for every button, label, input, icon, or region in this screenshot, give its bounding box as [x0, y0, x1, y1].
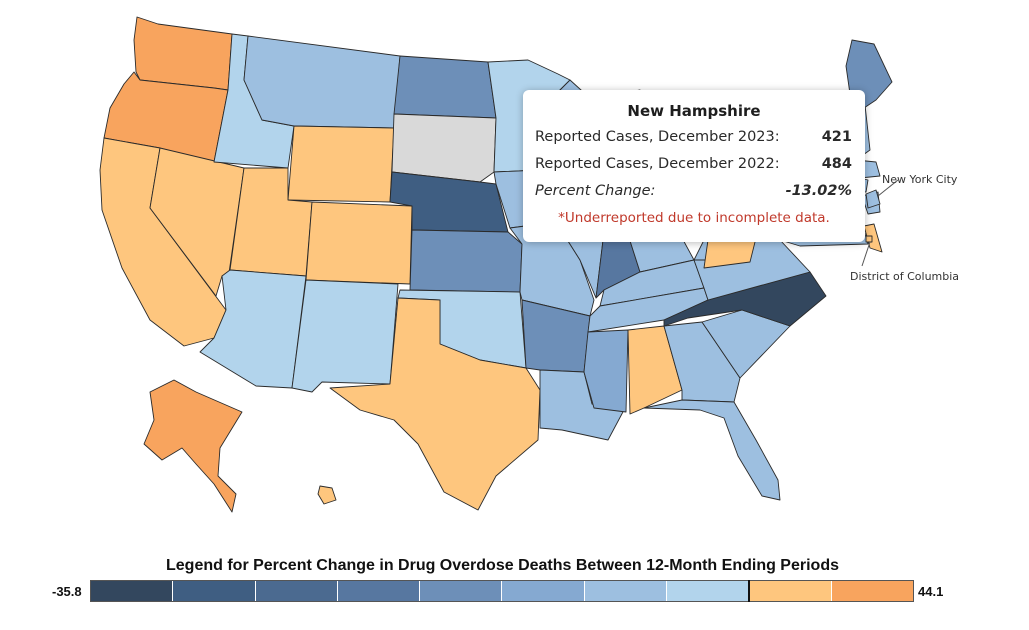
state-florida[interactable]: Florida: [643, 399, 781, 501]
tooltip-row-2023: Reported Cases, December 2023: 421: [535, 129, 852, 145]
state-colorado[interactable]: Colorado: [305, 201, 413, 285]
dc-callout-label: District of Columbia: [850, 270, 960, 283]
state-tooltip: New Hampshire Reported Cases, December 2…: [523, 90, 865, 242]
tooltip-title: New Hampshire: [627, 102, 761, 120]
legend-title: Legend for Percent Change in Drug Overdo…: [166, 557, 839, 574]
state-alabama[interactable]: Alabama: [627, 325, 683, 415]
state-hawaii[interactable]: Hawaii: [317, 485, 337, 505]
legend-swatch-3: [255, 581, 338, 601]
legend-swatch-9: [749, 581, 832, 601]
state-south-dakota[interactable]: South Dakota: [391, 113, 497, 183]
state-wyoming[interactable]: Wyoming: [287, 125, 395, 203]
state-north-carolina[interactable]: North Carolina: [663, 271, 827, 327]
tooltip-percent-change-value: -13.02%: [785, 183, 852, 199]
legend-swatch-6: [502, 581, 585, 601]
legend-zero-marker: [748, 580, 750, 602]
legend-swatch-5: [420, 581, 503, 601]
legend-min-label: -35.8: [52, 584, 82, 599]
state-north-dakota[interactable]: North Dakota: [393, 55, 497, 119]
dc-callout-line: [861, 241, 871, 267]
state-new-mexico[interactable]: New Mexico: [291, 279, 399, 393]
tooltip-row-2022: Reported Cases, December 2022: 484: [535, 156, 852, 172]
tooltip-percent-change-label: Percent Change:: [535, 183, 656, 199]
legend-swatch-10: [831, 581, 913, 601]
map-svg: Washington Oregon California Nevada Idah…: [99, 16, 899, 513]
tooltip-row-percent-change: Percent Change: -13.02%: [535, 183, 852, 199]
state-alaska[interactable]: Alaska: [143, 379, 243, 513]
tooltip-row-2022-value: 484: [821, 156, 852, 172]
legend-swatch-7: [584, 581, 668, 601]
tooltip-row-2022-label: Reported Cases, December 2022:: [535, 156, 780, 172]
state-district-of-columbia[interactable]: District of Columbia: [865, 235, 873, 243]
us-map: Washington Oregon California Nevada Idah…: [99, 16, 960, 513]
tooltip-row-2023-label: Reported Cases, December 2023:: [535, 129, 780, 145]
state-kansas[interactable]: Kansas: [409, 229, 523, 293]
nyc-callout-line: [877, 179, 899, 197]
tooltip-row-2023-value: 421: [821, 129, 852, 145]
legend-swatch-8: [667, 581, 750, 601]
tooltip-note: *Underreported due to incomplete data.: [558, 210, 830, 226]
legend-swatch-4: [337, 581, 421, 601]
legend-max-label: 44.1: [918, 584, 944, 599]
state-texas[interactable]: Texas: [329, 297, 541, 511]
legend-swatch-1: [91, 581, 174, 601]
nyc-callout-label: New York City: [882, 173, 958, 186]
state-montana[interactable]: Montana: [243, 35, 401, 129]
state-new-york-city[interactable]: New York City: [865, 189, 881, 209]
state-washington[interactable]: Washington: [133, 16, 233, 91]
state-mississippi[interactable]: Mississippi: [583, 329, 629, 413]
legend-color-bar: [90, 580, 914, 602]
legend-swatch-2: [173, 581, 256, 601]
